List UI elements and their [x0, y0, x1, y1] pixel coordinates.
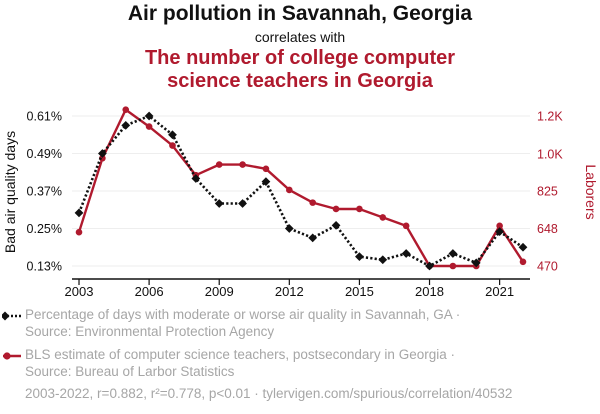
laborers-point-2017 — [402, 222, 410, 230]
y-right-tick-label-1: 648 — [537, 222, 558, 236]
laborers-point-2015 — [356, 205, 363, 213]
legend-laborers-line2: Source: Bureau of Larbor Statistics — [25, 364, 235, 379]
legend-air-quality-line2: Source: Environmental Protection Agency — [25, 324, 275, 339]
y-left-tick-label-3: 0.49% — [27, 147, 62, 161]
laborers-point-2014 — [332, 205, 340, 213]
bad-air-point-2017 — [401, 249, 411, 258]
bad-air-line — [77, 114, 524, 268]
series-laborers — [75, 106, 527, 270]
legend-dotted-line-diamond-icon — [2, 311, 21, 321]
laborers-point-2007 — [169, 142, 176, 149]
y-right-tick-label-0: 470 — [537, 260, 558, 274]
axes: 0.13% 0.25% 0.37% 0.49% 0.61% 470 648 825 1.0K 1.… — [27, 110, 564, 300]
x-tick-label-5: 2018 — [415, 284, 444, 299]
x-tick-label-0: 2003 — [65, 284, 94, 299]
x-tick-label-3: 2012 — [275, 284, 304, 299]
legend-laborers-line1: BLS estimate of computer science teacher… — [25, 347, 455, 362]
laborers-point-2022 — [519, 258, 527, 266]
bad-air-point-2009 — [214, 199, 224, 208]
laborers-point-2009 — [215, 161, 223, 168]
laborers-point-2016 — [379, 214, 387, 221]
bad-air-point-2013 — [308, 233, 318, 243]
x-tick-label-6: 2021 — [485, 284, 514, 299]
chart-title: Air pollution in Savannah, Georgia — [127, 2, 473, 25]
bad-air-point-2008 — [191, 174, 201, 183]
y-right-tick-label-4: 1.2K — [537, 110, 563, 124]
chart-title-secondary-line2: science teachers in Georgia — [167, 70, 433, 92]
bad-air-point-2020 — [471, 258, 481, 268]
y-left-tick-label-2: 0.37% — [27, 185, 62, 199]
bad-air-point-2010 — [238, 199, 247, 208]
y-axis-left-label: Bad air quality days — [2, 131, 18, 253]
y-left-tick-label-4: 0.61% — [27, 110, 62, 124]
laborers-point-2021 — [496, 222, 503, 230]
series-bad-air-days — [74, 111, 528, 271]
y-right-tick-label-3: 1.0K — [537, 148, 563, 162]
chart-subtitle: correlates with — [254, 29, 346, 45]
chart-title-secondary-line1: The number of college computer — [144, 47, 456, 69]
y-left-tick-label-0: 0.13% — [27, 260, 62, 274]
bad-air-point-2006 — [144, 111, 154, 121]
legend-air-quality-line1: Percentage of days with moderate or wors… — [25, 307, 461, 322]
bad-air-point-2016 — [378, 255, 388, 265]
laborers-point-2019 — [449, 262, 457, 270]
x-tick-label-2: 2009 — [205, 284, 234, 299]
legend-solid-line-circle-icon — [3, 352, 21, 360]
bad-air-point-2014 — [331, 220, 341, 230]
bad-air-point-2011 — [261, 177, 271, 187]
bad-air-point-2005 — [121, 120, 131, 130]
laborers-point-2013 — [309, 199, 316, 206]
bad-air-point-2018 — [425, 261, 434, 271]
bad-air-point-2015 — [355, 252, 364, 262]
laborers-point-2011 — [262, 165, 270, 173]
legend-laborers-text: BLS estimate of computer science teacher… — [25, 346, 455, 380]
laborers-point-2012 — [286, 186, 293, 194]
footer-stats: 2003-2022, r=0.882, r²=0.778, p<0.01 · t… — [25, 386, 513, 401]
laborers-line — [77, 108, 525, 268]
y-axis-right-label: Laborers — [583, 164, 599, 219]
y-right-tick-label-2: 825 — [537, 185, 558, 199]
grid-lines — [72, 115, 530, 267]
bad-air-point-2019 — [448, 249, 458, 258]
bad-air-point-2007 — [168, 130, 177, 140]
laborers-point-2010 — [239, 161, 246, 168]
chart-title-secondary: The number of college computer science t… — [0, 47, 600, 93]
laborers-point-2003 — [75, 228, 83, 236]
bad-air-point-2003 — [74, 208, 84, 218]
x-tick-label-1: 2006 — [135, 284, 164, 299]
laborers-point-2006 — [145, 123, 153, 130]
laborers-point-2005 — [122, 106, 130, 113]
dual-axis-line-chart: 0.13% 0.25% 0.37% 0.49% 0.61% 470 648 825 1.0K 1.… — [2, 106, 599, 300]
bad-air-point-2012 — [284, 224, 294, 233]
y-left-tick-label-1: 0.25% — [27, 222, 62, 236]
legend-air-quality-text: Percentage of days with moderate or wors… — [25, 306, 460, 340]
x-tick-label-4: 2015 — [345, 284, 374, 299]
